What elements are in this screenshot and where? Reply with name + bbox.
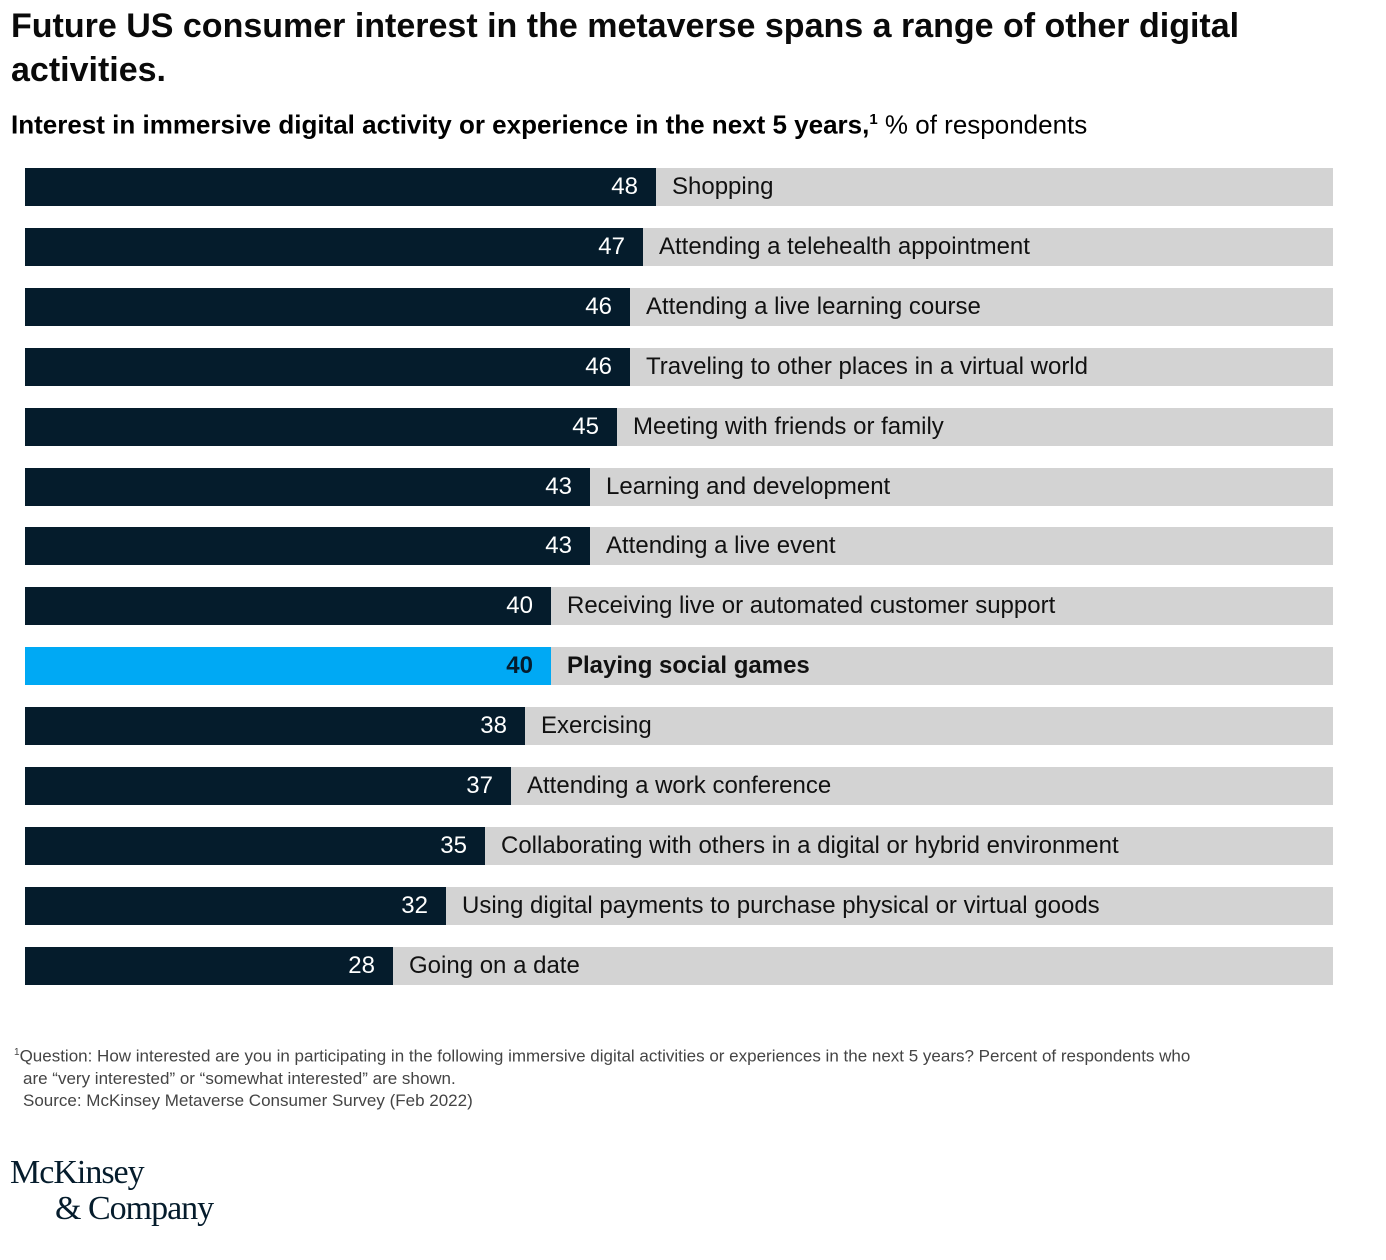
chart-title: Future US consumer interest in the metav… xyxy=(11,7,1240,89)
bar xyxy=(25,587,551,625)
bar xyxy=(25,647,551,685)
bar-category-label: Learning and development xyxy=(606,473,891,500)
bar-category-label: Playing social games xyxy=(567,652,810,679)
bar-value-label: 40 xyxy=(506,652,533,679)
footnote-question-cont: are “very interested” or “somewhat inter… xyxy=(23,1068,456,1088)
bar xyxy=(25,408,617,446)
bar-value-label: 47 xyxy=(598,233,625,260)
footnote-question: Question: How interested are you in part… xyxy=(19,1046,1191,1066)
bar xyxy=(25,228,643,266)
bar-category-label: Receiving live or automated customer sup… xyxy=(567,592,1056,619)
bar xyxy=(25,707,525,745)
subtitle-footnote-mark: 1 xyxy=(869,111,878,128)
bar-chart: 48 Shopping 47 Attending a telehealth appoi… xyxy=(25,168,1333,985)
footnote-mark: 1 xyxy=(14,1047,20,1058)
bar-category-label: Meeting with friends or family xyxy=(633,413,944,440)
bar-value-label: 46 xyxy=(585,293,612,320)
bar-value-label: 46 xyxy=(585,353,612,380)
footnote: 1Question: How interested are you in par… xyxy=(14,1042,1354,1112)
bar xyxy=(25,348,630,386)
bar xyxy=(25,767,511,805)
chart-subtitle: Interest in immersive digital activity o… xyxy=(11,103,1087,142)
bar-category-label: Attending a work conference xyxy=(527,772,832,799)
mckinsey-logo: McKinsey & Company xyxy=(10,1154,214,1227)
bar-value-label: 35 xyxy=(440,832,467,859)
bar xyxy=(25,288,630,326)
bar-category-label: Going on a date xyxy=(409,952,580,979)
bar-category-label: Shopping xyxy=(672,173,774,200)
footnote-source: Source: McKinsey Metaverse Consumer Surv… xyxy=(23,1090,473,1110)
bar-category-label: Using digital payments to purchase physi… xyxy=(462,892,1100,919)
bar-value-label: 28 xyxy=(348,952,375,979)
bar-category-label: Attending a live learning course xyxy=(646,293,981,320)
bar xyxy=(25,168,656,206)
bar-category-label: Attending a live event xyxy=(606,532,836,559)
bar-value-label: 45 xyxy=(572,413,599,440)
logo-line2: & Company xyxy=(55,1190,214,1227)
subtitle-main: Interest in immersive digital activity o… xyxy=(11,109,870,140)
bar-value-label: 38 xyxy=(480,712,507,739)
logo-line1: McKinsey xyxy=(10,1154,145,1191)
bar-value-label: 37 xyxy=(466,772,493,799)
bar-value-label: 48 xyxy=(611,173,638,200)
bar-value-label: 32 xyxy=(401,892,428,919)
bar-value-label: 43 xyxy=(545,532,572,559)
bar-category-label: Attending a telehealth appointment xyxy=(659,233,1030,260)
bar-category-label: Traveling to other places in a virtual w… xyxy=(646,353,1088,380)
bar-category-label: Collaborating with others in a digital o… xyxy=(501,832,1119,859)
bar-value-label: 43 xyxy=(545,473,572,500)
bar xyxy=(25,887,446,925)
bar xyxy=(25,947,393,985)
bar xyxy=(25,827,485,865)
subtitle-unit: % of respondents xyxy=(877,109,1088,140)
bar-category-label: Exercising xyxy=(541,712,652,739)
bar-value-label: 40 xyxy=(506,592,533,619)
bar xyxy=(25,468,590,506)
bar xyxy=(25,527,590,565)
